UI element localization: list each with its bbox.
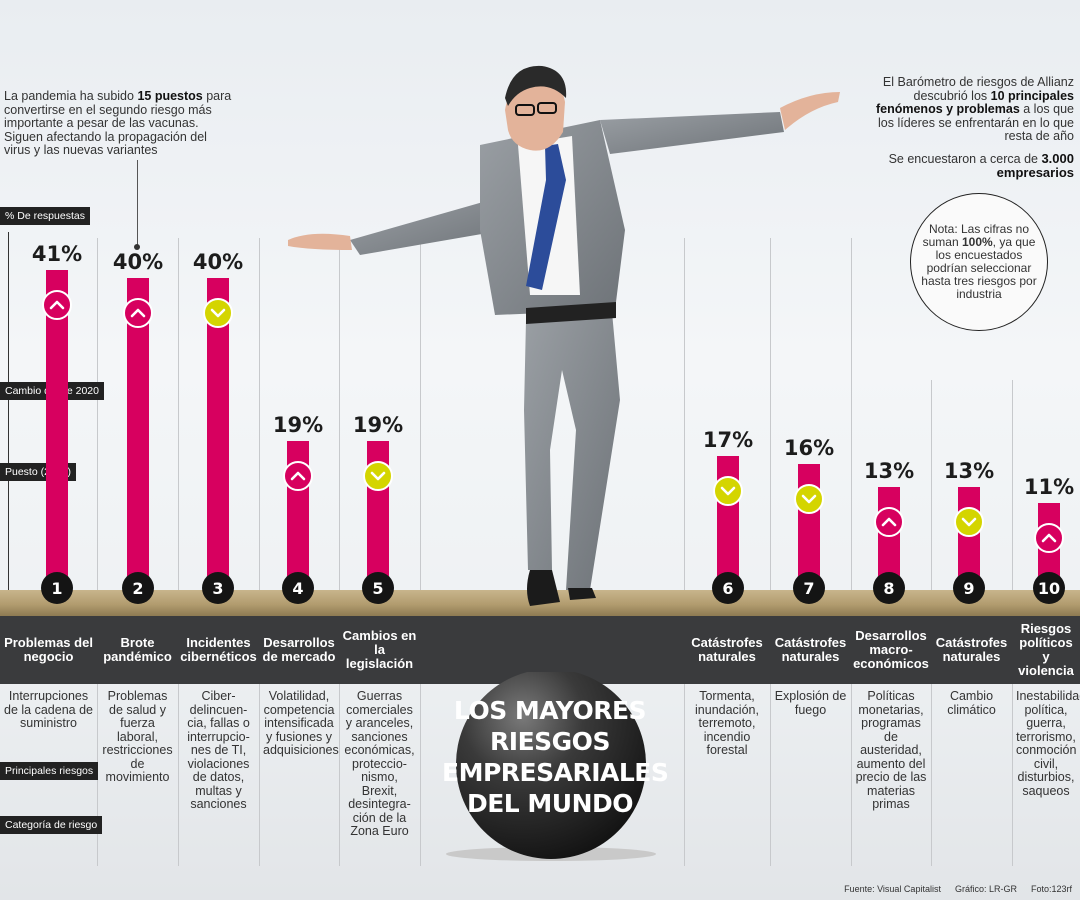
data-label: 16% [783,435,835,460]
chevron-down-icon [794,483,824,514]
column-divider [97,238,98,866]
category-label: Cambios en la legislación [342,628,417,671]
bar [46,270,68,588]
data-label: 19% [352,412,404,437]
chevron-down-icon [363,460,393,491]
data-label: 13% [863,459,915,484]
intro-left-before: La pandemia ha subido [4,89,138,103]
risk-description: Problemas de salud y fuerza laboral, res… [102,689,173,784]
rank-badge: 8 [873,572,905,604]
rank-badge: 6 [712,572,744,604]
column-divider [259,238,260,866]
ball-title: LOS MAYORES RIESGOS EMPRESARIALES DEL MU… [442,696,669,818]
legend-principales: Principales riesgos [0,762,99,780]
risk-description: Volatilidad, competencia intensificada y… [263,689,339,757]
survey-before: Se encuestaron a cerca de [888,152,1042,166]
category-label: Riesgos políticos y violencia [1018,621,1074,678]
data-label: 40% [112,249,164,274]
risk-description: Ciber-delincuen-cia, fallas o interrupci… [187,689,250,811]
chevron-up-icon [123,297,153,328]
footer-photo: Foto:123rf [1030,884,1072,894]
column-divider [684,238,685,866]
bar [127,277,149,588]
risk-description: Explosión de fuego [774,689,847,717]
footer-source: Fuente: Visual Capitalist [844,884,941,894]
legend-respuestas: % De respuestas [0,207,90,225]
survey-bold: 3.000 empresarios [996,151,1074,180]
category-label: Desarrollos macro-económicos [853,628,929,671]
intro-right-bold: 10 principales fenómenos y problemas [875,88,1074,116]
note-after: , ya que los encuestados podrían selecci… [921,235,1037,301]
note-before: Nota: Las cifras no suman [922,222,1030,249]
column-divider [178,238,179,866]
data-label: 40% [192,249,244,274]
intro-right-text: El Barómetro de riesgos de Allianz descu… [862,75,1074,144]
category-label: Catástrofes naturales [774,635,847,664]
risk-description: Tormenta, inundación, terremoto, incendi… [695,689,759,757]
chevron-up-icon [1034,522,1064,553]
category-label: Catástrofes naturales [935,635,1008,664]
businessman-illustration [288,65,840,606]
data-label: 13% [943,459,995,484]
intro-left-leader-dot [134,244,140,250]
rank-badge: 4 [282,572,314,604]
category-label: Brote pandémico [103,635,172,664]
chevron-down-icon [954,507,984,538]
chevron-down-icon [713,476,743,507]
legend-categoria: Categoría de riesgo [0,816,103,834]
bar [798,463,820,588]
risk-description: Interrupciones de la cadena de suministr… [4,689,93,730]
chevron-up-icon [283,460,313,491]
rank-badge: 7 [793,572,825,604]
intro-left-after: para convertirse en el segundo riesgo má… [4,89,232,157]
legend-bracket [8,232,10,592]
risk-description: Políticas monetarias, programas de auste… [855,689,927,811]
intro-right-before: El Barómetro de riesgos de Allianz descu… [882,75,1074,103]
intro-right-after: a los que los líderes se enfrentarán en … [878,102,1074,143]
footer: Fuente: Visual Capitalist Gráfico: LR-GR F… [830,884,1072,894]
intro-left-leader [137,160,138,246]
chevron-up-icon [42,290,72,320]
chevron-up-icon [874,507,904,538]
data-label: 17% [702,428,754,453]
intro-left-text: La pandemia ha subido 15 puestos para co… [4,89,234,158]
column-divider [770,238,771,866]
rank-badge: 3 [202,572,234,604]
note-circle: Nota: Las cifras no suman 100%, ya que l… [910,193,1048,331]
intro-left-bold: 15 puestos [137,89,203,103]
rank-badge: 5 [362,572,394,604]
survey-text: Se encuestaron a cerca de 3.000 empresar… [862,152,1074,180]
chevron-down-icon [203,297,233,328]
note-bold: 100% [961,235,993,249]
column-divider [339,238,340,866]
footer-graphic: Gráfico: LR-GR [954,884,1017,894]
category-label: Catástrofes naturales [691,635,763,664]
column-divider [851,238,852,866]
rank-badge: 10 [1033,572,1065,604]
column-divider [420,238,421,866]
bar [207,277,229,588]
category-label: Desarrollos de mercado [262,635,336,664]
data-label: 41% [31,242,83,266]
risk-description: Inestabilidad política, guerra, terroris… [1016,689,1080,798]
data-label: 19% [272,412,324,437]
risk-description: Guerras comerciales y aranceles, sancion… [344,689,415,838]
category-label: Incidentes cibernéticos [180,635,257,664]
data-label: 11% [1023,474,1075,499]
risk-description: Cambio climático [947,689,996,717]
category-label: Problemas del negocio [4,635,93,664]
rank-badge: 2 [122,572,154,604]
rank-badge: 1 [41,572,73,604]
title-ball [446,672,656,861]
rank-badge: 9 [953,572,985,604]
